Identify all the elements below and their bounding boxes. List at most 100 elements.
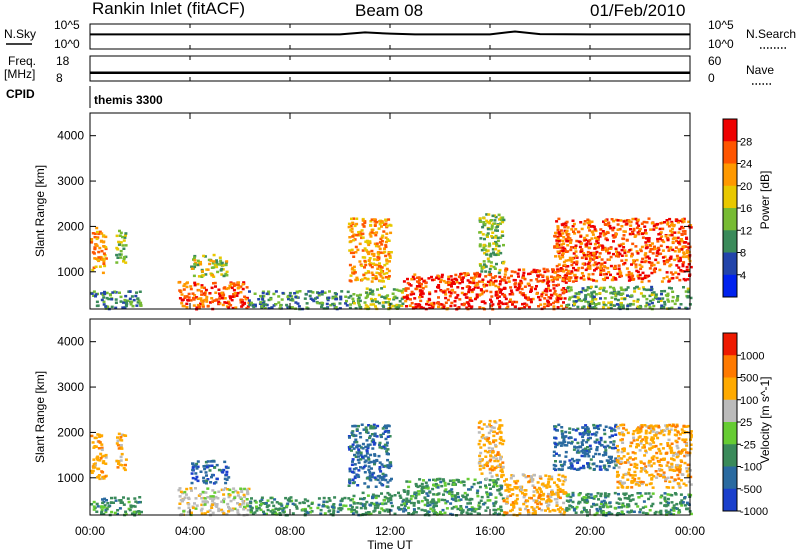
freq-tick-low: 8 — [56, 71, 63, 85]
heatmap-cell — [386, 458, 390, 462]
heatmap-cell — [432, 500, 435, 503]
heatmap-cell — [391, 292, 395, 295]
heatmap-cell — [367, 259, 371, 262]
heatmap-cell — [366, 431, 370, 434]
heatmap-cell — [599, 492, 603, 496]
heatmap-cell — [245, 307, 249, 310]
heatmap-cell — [660, 430, 664, 433]
heatmap-cell — [663, 289, 667, 293]
heatmap-cell — [424, 486, 428, 490]
heatmap-cell — [99, 255, 103, 259]
heatmap-cell — [119, 256, 123, 259]
heatmap-cell — [537, 507, 541, 510]
heatmap-cell — [546, 483, 550, 486]
heatmap-cell — [555, 504, 559, 507]
heatmap-cell — [621, 306, 625, 310]
heatmap-cell — [360, 232, 364, 236]
heatmap-cell — [636, 231, 640, 234]
heatmap-cell — [577, 500, 581, 504]
heatmap-cell — [320, 305, 323, 309]
heatmap-cell — [496, 229, 499, 232]
heatmap-cell — [580, 266, 584, 270]
heatmap-cell — [567, 233, 571, 236]
heatmap-cell — [492, 281, 496, 284]
heatmap-cell — [372, 262, 375, 265]
heatmap-cell — [440, 303, 444, 306]
heatmap-cell — [363, 454, 367, 458]
heatmap-cell — [530, 496, 533, 500]
heatmap-cell — [255, 505, 258, 508]
heatmap-cell — [668, 423, 672, 427]
heatmap-cell — [351, 235, 355, 238]
heatmap-cell — [125, 302, 129, 305]
heatmap-cell — [619, 243, 623, 246]
heatmap-cell — [576, 296, 580, 299]
heatmap-cell — [658, 268, 662, 272]
heatmap-cell — [668, 264, 672, 268]
heatmap-cell — [609, 441, 613, 444]
heatmap-cell — [191, 468, 195, 472]
heatmap-cell — [403, 504, 407, 507]
heatmap-cell — [677, 240, 681, 244]
heatmap-cell — [360, 423, 364, 426]
heatmap-cell — [564, 430, 568, 434]
heatmap-cell — [286, 295, 290, 299]
heatmap-cell — [592, 497, 596, 500]
heatmap-cell — [586, 300, 590, 304]
heatmap-cell — [476, 489, 480, 492]
heatmap-cell — [486, 249, 490, 252]
heatmap-cell — [647, 303, 651, 306]
heatmap-cell — [680, 479, 683, 482]
heatmap-cell — [686, 295, 690, 298]
heatmap-cell — [92, 463, 96, 466]
heatmap-cell — [650, 222, 654, 225]
heatmap-cell — [182, 498, 186, 501]
heatmap-cell — [217, 288, 221, 291]
heatmap-cell — [270, 306, 274, 309]
heatmap-cell — [635, 222, 639, 225]
heatmap-cell — [645, 301, 649, 305]
heatmap-cell — [449, 292, 453, 295]
heatmap-cell — [368, 436, 371, 440]
heatmap-cell — [502, 287, 506, 290]
heatmap-cell — [488, 221, 492, 225]
heatmap-cell — [615, 233, 618, 236]
heatmap-cell — [116, 512, 119, 516]
heatmap-cell — [642, 462, 646, 465]
heatmap-cell — [465, 306, 469, 309]
heatmap-cell — [578, 492, 582, 495]
heatmap-cell — [351, 460, 354, 463]
heatmap-cell — [518, 508, 522, 511]
heatmap-cell — [667, 300, 671, 303]
heatmap-cell — [134, 500, 138, 503]
heatmap-cell — [100, 239, 103, 243]
heatmap-cell — [618, 228, 622, 231]
heatmap-cell — [590, 278, 594, 281]
heatmap-cell — [405, 498, 409, 502]
heatmap-cell — [202, 254, 206, 258]
heatmap-cell — [523, 285, 527, 288]
heatmap-cell — [609, 264, 613, 268]
heatmap-cell — [479, 264, 482, 267]
heatmap-cell — [124, 294, 128, 298]
heatmap-cell — [522, 268, 526, 271]
heatmap-cell — [383, 250, 387, 254]
heatmap-cell — [489, 429, 493, 432]
heatmap-cell — [535, 278, 539, 281]
heatmap-cell — [307, 290, 311, 293]
heatmap-cell — [506, 483, 510, 487]
heatmap-cell — [650, 504, 654, 508]
heatmap-cell — [559, 267, 563, 270]
heatmap-cell — [381, 276, 385, 280]
heatmap-cell — [348, 467, 352, 470]
heatmap-cell — [515, 497, 519, 501]
heatmap-cell — [600, 500, 604, 503]
heatmap-cell — [491, 231, 495, 234]
heatmap-cell — [565, 229, 569, 233]
heatmap-cell — [492, 251, 495, 254]
heatmap-cell — [569, 495, 573, 499]
heatmap-cell — [559, 269, 563, 273]
heatmap-cell — [645, 246, 649, 249]
heatmap-cell — [201, 500, 205, 503]
heatmap-cell — [124, 510, 128, 513]
